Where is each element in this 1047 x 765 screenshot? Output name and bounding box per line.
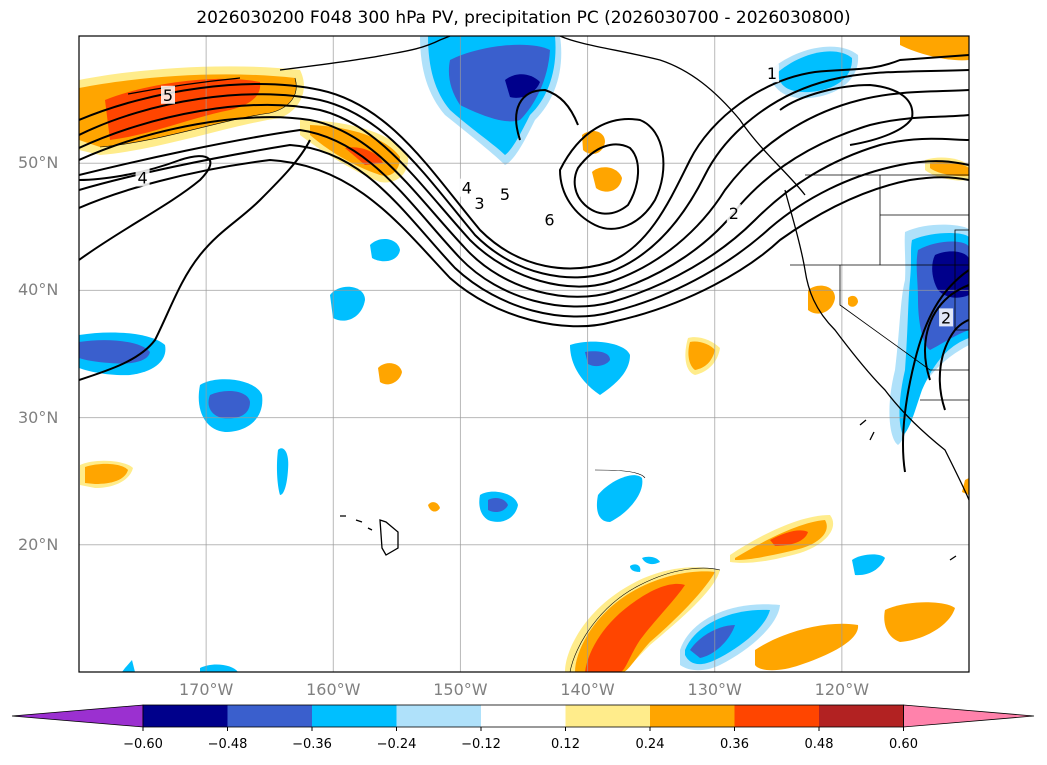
svg-text:5: 5 <box>163 86 173 105</box>
longitude-label: 120°W <box>814 680 870 699</box>
pv-contour-label: 5 <box>161 85 175 105</box>
svg-text:4: 4 <box>137 168 147 187</box>
pv-contour-label: 4 <box>459 178 474 198</box>
colorbar-segment <box>312 705 397 727</box>
pv-contour-label: 2 <box>726 204 741 223</box>
gridlines <box>79 36 969 672</box>
longitude-label: 150°W <box>433 680 488 699</box>
pv-contour-label: 6 <box>542 210 557 229</box>
colorbar-tick-label: 0.48 <box>804 737 834 752</box>
colorbar-tick-label: −0.24 <box>376 737 417 752</box>
colorbar-segment <box>143 705 228 727</box>
colorbar-segment <box>734 705 819 727</box>
colorbar-segment <box>819 705 904 727</box>
pv-contour-label: 5 <box>497 185 512 204</box>
map-title: 2026030200 F048 300 hPa PV, precipitatio… <box>196 8 851 28</box>
colorbar-extend-low <box>11 704 144 728</box>
pv-contour-label: 2 <box>939 308 954 327</box>
longitude-label: 170°W <box>178 680 234 699</box>
longitude-label: 160°W <box>306 680 361 699</box>
colorbar-segment <box>650 705 735 727</box>
pv-contours <box>79 54 969 473</box>
map-frame <box>78 35 970 673</box>
colorbar-segment <box>565 705 650 727</box>
coastlines <box>127 36 969 561</box>
latitude-label: 50°N <box>18 153 59 173</box>
svg-text:6: 6 <box>544 210 554 229</box>
colorbar-tick-label: 0.12 <box>551 737 580 752</box>
svg-text:2: 2 <box>729 204 739 223</box>
colorbar-frame <box>142 704 904 728</box>
precip-outlines <box>99 77 721 672</box>
svg-text:5: 5 <box>500 185 510 204</box>
colorbar-segment <box>396 705 481 727</box>
colorbar-tick-label: 0.36 <box>720 737 749 752</box>
colorbar-tick-label: −0.48 <box>207 737 248 752</box>
svg-text:4: 4 <box>462 179 472 198</box>
pv-contour-label: 4 <box>135 168 150 187</box>
country-borders <box>790 174 969 401</box>
latitude-label: 30°N <box>18 407 59 427</box>
colorbar-tick-label: −0.12 <box>461 737 501 752</box>
colorbar-extend-high <box>903 704 1035 728</box>
svg-text:1: 1 <box>767 64 777 83</box>
colorbar-segment <box>481 705 566 727</box>
latitude-label: 40°N <box>18 280 59 300</box>
pv-contour-label: 1 <box>764 64 779 83</box>
colorbar-segment <box>227 705 312 727</box>
pv-contour-label: 3 <box>472 193 487 213</box>
colorbar-tick-label: −0.60 <box>123 737 163 752</box>
colorbar-tick-label: 0.24 <box>635 737 665 752</box>
colorbar-tick-label: 0.60 <box>889 737 918 752</box>
longitude-label: 130°W <box>687 680 742 699</box>
longitude-label: 140°W <box>560 680 615 699</box>
svg-text:3: 3 <box>474 194 484 213</box>
latitude-label: 20°N <box>18 534 59 554</box>
colorbar <box>11 704 1035 731</box>
colorbar-tick-label: −0.36 <box>292 737 332 752</box>
svg-text:2: 2 <box>941 308 951 327</box>
